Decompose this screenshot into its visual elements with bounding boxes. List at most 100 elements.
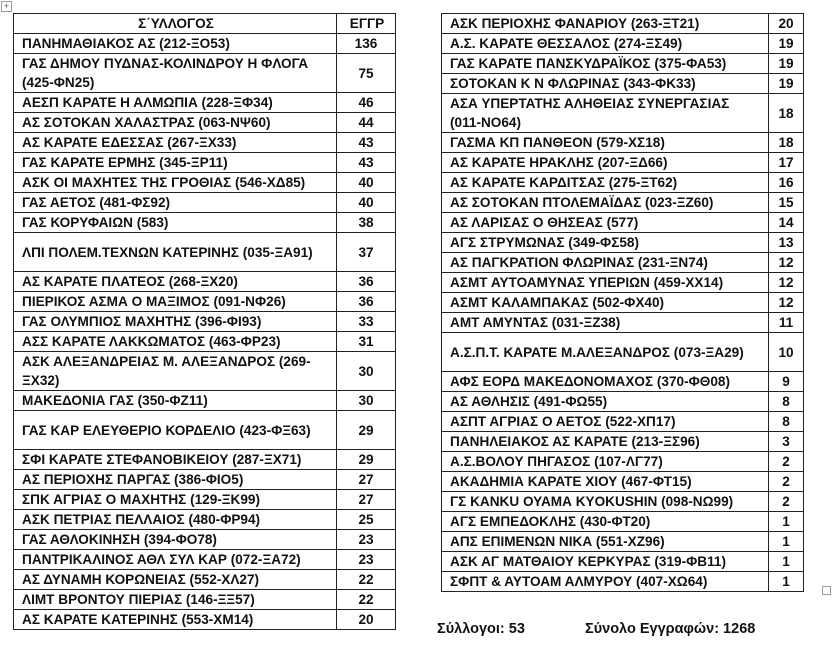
club-name: ΑΣ ΑΘΛΗΣΙΣ (491-ΦΩ55) bbox=[441, 391, 769, 412]
club-name: ΓΑΣ ΚΑΡ ΕΛΕΥΘΕΡΙΟ ΚΟΡΔΕΛΙΟ (423-ΦΞ63) bbox=[13, 410, 337, 450]
registration-count: 33 bbox=[336, 311, 396, 332]
club-name: ΑΣΣ ΚΑΡΑΤΕ ΛΑΚΚΩΜΑΤΟΣ (463-ΦΡ23) bbox=[13, 331, 337, 352]
registration-count: 1 bbox=[768, 531, 804, 552]
table-row: ΑΣ ΑΘΛΗΣΙΣ (491-ΦΩ55) 8 bbox=[441, 391, 804, 412]
table-row: ΑΣ ΚΑΡΑΤΕ ΚΑΤΕΡΙΝΗΣ (553-ΧΜ14) 20 bbox=[13, 609, 396, 630]
registration-count: 44 bbox=[336, 112, 396, 133]
table-row: ΑΣΜΤ ΚΑΛΑΜΠΑΚΑΣ (502-ΦΧ40) 12 bbox=[441, 292, 804, 313]
table-row: ΑΣ ΣΟΤΟΚΑΝ ΧΑΛΑΣΤΡΑΣ (063-ΝΨ60) 44 bbox=[13, 112, 396, 133]
registration-count: 75 bbox=[336, 53, 396, 93]
registration-count: 10 bbox=[768, 332, 804, 372]
club-name: ΑΜΤ ΑΜΥΝΤΑΣ (031-ΞΖ38) bbox=[441, 312, 769, 333]
club-name: ΣΦΙ ΚΑΡΑΤΕ ΣΤΕΦΑΝΟΒΙΚΕΙΟΥ (287-ΞΧ71) bbox=[13, 449, 337, 470]
registration-count: 30 bbox=[336, 390, 396, 411]
table-row: ΑΠΣ ΕΠΙΜΕΝΩΝ ΝΙΚΑ (551-ΧΖ96) 1 bbox=[441, 531, 804, 552]
table-row: ΣΠΚ ΑΓΡΙΑΣ Ο ΜΑΧΗΤΗΣ (129-ΞΚ99) 27 bbox=[13, 489, 396, 510]
club-name: ΑΣΜΤ ΚΑΛΑΜΠΑΚΑΣ (502-ΦΧ40) bbox=[441, 292, 769, 313]
registration-count: 13 bbox=[768, 232, 804, 253]
club-name: ΑΣ ΔΥΝΑΜΗ ΚΟΡΩΝΕΙΑΣ (552-ΧΛ27) bbox=[13, 569, 337, 590]
registration-count: 12 bbox=[768, 272, 804, 293]
table-row: Α.Σ. ΚΑΡΑΤΕ ΘΕΣΣΑΛΟΣ (274-ΞΣ49) 19 bbox=[441, 33, 804, 54]
table-row: ΠΙΕΡΙΚΟΣ ΑΣΜΑ Ο ΜΑΞΙΜΟΣ (091-ΝΦ26) 36 bbox=[13, 291, 396, 312]
table-row: ΓΣ KANKU ΟΥΑΜΑ KYOKUSHIN (098-ΝΩ99) 2 bbox=[441, 491, 804, 512]
table-row: ΑΕΣΠ ΚΑΡΑΤΕ Η ΑΛΜΩΠΙΑ (228-ΞΦ34) 46 bbox=[13, 92, 396, 113]
club-name: ΠΑΝΤΡΙΚΑΛΙΝΟΣ ΑΘΛ ΣΥΛ ΚΑΡ (072-ΞΑ72) bbox=[13, 549, 337, 570]
table-row: ΑΣΠΤ ΑΓΡΙΑΣ Ο ΑΕΤΟΣ (522-ΧΠ17) 8 bbox=[441, 411, 804, 432]
registration-count: 12 bbox=[768, 292, 804, 313]
registration-count: 12 bbox=[768, 252, 804, 273]
table-row: ΑΣΚ ΟΙ ΜΑΧΗΤΕΣ ΤΗΣ ΓΡΟΘΙΑΣ (546-ΧΔ85) 40 bbox=[13, 172, 396, 193]
registration-count: 2 bbox=[768, 451, 804, 472]
table-row: ΠΑΝΗΛΕΙΑΚΟΣ ΑΣ ΚΑΡΑΤΕ (213-ΞΣ96) 3 bbox=[441, 431, 804, 452]
table-row: ΑΣΚ ΠΕΡΙΟΧΗΣ ΦΑΝΑΡΙΟΥ (263-ΞΤ21) 20 bbox=[441, 13, 804, 34]
table-row: ΓΑΣ ΟΛΥΜΠΙΟΣ ΜΑΧΗΤΗΣ (396-ΦΙ93) 33 bbox=[13, 311, 396, 332]
club-name: ΣΟΤΟΚΑΝ Κ Ν ΦΛΩΡΙΝΑΣ (343-ΦΚ33) bbox=[441, 73, 769, 94]
table-row: ΣΦΠΤ & ΑΥΤΟΑΜ ΑΛΜΥΡΟΥ (407-ΧΩ64) 1 bbox=[441, 571, 804, 592]
registration-count: 8 bbox=[768, 411, 804, 432]
table-row: ΑΣΚ ΑΓ ΜΑΤΘΑΙΟΥ ΚΕΡΚΥΡΑΣ (319-ΦΒ11) 1 bbox=[441, 551, 804, 572]
club-name: ΑΣ ΚΑΡΑΤΕ ΚΑΡΔΙΤΣΑΣ (275-ΞΤ62) bbox=[441, 172, 769, 193]
club-name: ΓΑΣ ΚΟΡΥΦΑΙΩΝ (583) bbox=[13, 212, 337, 233]
club-name: ΑΣΠΤ ΑΓΡΙΑΣ Ο ΑΕΤΟΣ (522-ΧΠ17) bbox=[441, 411, 769, 432]
registration-count: 43 bbox=[336, 152, 396, 173]
registration-count: 3 bbox=[768, 431, 804, 452]
registration-count: 23 bbox=[336, 549, 396, 570]
registration-count: 36 bbox=[336, 291, 396, 312]
clubs-table-left: Σ΄ΥΛΛΟΓΟΣ ΕΓΓΡ ΠΑΝΗΜΑΘΙΑΚΟΣ ΑΣ (212-ΞΟ53… bbox=[13, 13, 396, 630]
club-name: ΠΑΝΗΜΑΘΙΑΚΟΣ ΑΣ (212-ΞΟ53) bbox=[13, 33, 337, 54]
registration-count: 18 bbox=[768, 93, 804, 133]
club-name: ΣΦΠΤ & ΑΥΤΟΑΜ ΑΛΜΥΡΟΥ (407-ΧΩ64) bbox=[441, 571, 769, 592]
club-name: ΓΣ KANKU ΟΥΑΜΑ KYOKUSHIN (098-ΝΩ99) bbox=[441, 491, 769, 512]
registration-count: 30 bbox=[336, 351, 396, 391]
table-row: ΓΑΣ ΚΟΡΥΦΑΙΩΝ (583) 38 bbox=[13, 212, 396, 233]
table-row: ΑΣΜΤ ΑΥΤΟΑΜΥΝΑΣ ΥΠΕΡΙΩΝ (459-ΧΧ14) 12 bbox=[441, 272, 804, 293]
club-name: ΠΑΝΗΛΕΙΑΚΟΣ ΑΣ ΚΑΡΑΤΕ (213-ΞΣ96) bbox=[441, 431, 769, 452]
table-row: ΛΙΜΤ ΒΡΟΝΤΟΥ ΠΙΕΡΙΑΣ (146-ΞΞ57) 22 bbox=[13, 589, 396, 610]
total-registrations: Σύνολο Εγγραφών: 1268 bbox=[585, 621, 756, 637]
table-row: ΑΣ ΚΑΡΑΤΕ ΚΑΡΔΙΤΣΑΣ (275-ΞΤ62) 16 bbox=[441, 172, 804, 193]
table-row: Α.Σ.ΒΟΛΟΥ ΠΗΓΑΣΟΣ (107-ΛΓ77) 2 bbox=[441, 451, 804, 472]
table-row: ΑΣ ΠΕΡΙΟΧΗΣ ΠΑΡΓΑΣ (386-ΦΙΟ5) 27 bbox=[13, 469, 396, 490]
registration-count: 16 bbox=[768, 172, 804, 193]
table-resize-handle-icon[interactable] bbox=[822, 586, 831, 595]
table-row: ΑΣΚ ΠΕΤΡΙΑΣ ΠΕΛΛΑΙΟΣ (480-ΦΡ94) 25 bbox=[13, 509, 396, 530]
club-name: ΑΠΣ ΕΠΙΜΕΝΩΝ ΝΙΚΑ (551-ΧΖ96) bbox=[441, 531, 769, 552]
club-name: ΓΑΣ ΟΛΥΜΠΙΟΣ ΜΑΧΗΤΗΣ (396-ΦΙ93) bbox=[13, 311, 337, 332]
club-name: ΑΣΚ ΑΛΕΞΑΝΔΡΕΙΑΣ Μ. ΑΛΕΞΑΝΔΡΟΣ (269-ΞΧ32… bbox=[13, 351, 337, 391]
club-name: ΑΣ ΚΑΡΑΤΕ ΗΡΑΚΛΗΣ (207-ΞΔ66) bbox=[441, 152, 769, 173]
table-move-handle-icon[interactable]: + bbox=[1, 1, 12, 12]
table-row: ΣΟΤΟΚΑΝ Κ Ν ΦΛΩΡΙΝΑΣ (343-ΦΚ33) 19 bbox=[441, 73, 804, 94]
registration-count: 17 bbox=[768, 152, 804, 173]
registration-count: 20 bbox=[768, 13, 804, 34]
club-name: ΑΣ ΛΑΡΙΣΑΣ Ο ΘΗΣΕΑΣ (577) bbox=[441, 212, 769, 233]
table-row: ΓΑΣ ΑΘΛΟΚΙΝΗΣΗ (394-ΦΟ78) 23 bbox=[13, 529, 396, 550]
club-name: ΑΣ ΚΑΡΑΤΕ ΚΑΤΕΡΙΝΗΣ (553-ΧΜ14) bbox=[13, 609, 337, 630]
registration-count: 19 bbox=[768, 73, 804, 94]
club-name: Α.Σ.Π.Τ. ΚΑΡΑΤΕ Μ.ΑΛΕΞΑΝΔΡΟΣ (073-ΞΑ29) bbox=[441, 332, 769, 372]
club-name: ΑΓΣ ΣΤΡΥΜΩΝΑΣ (349-ΦΣ58) bbox=[441, 232, 769, 253]
club-name: ΓΑΣ ΚΑΡΑΤΕ ΕΡΜΗΣ (345-ΞΡ11) bbox=[13, 152, 337, 173]
club-name: ΓΑΣ ΑΕΤΟΣ (481-ΦΣ92) bbox=[13, 192, 337, 213]
registration-count: 25 bbox=[336, 509, 396, 530]
table-row: ΠΑΝΤΡΙΚΑΛΙΝΟΣ ΑΘΛ ΣΥΛ ΚΑΡ (072-ΞΑ72) 23 bbox=[13, 549, 396, 570]
registration-count: 37 bbox=[336, 232, 396, 272]
table-row: ΓΑΣ ΑΕΤΟΣ (481-ΦΣ92) 40 bbox=[13, 192, 396, 213]
table-row: ΑΣ ΛΑΡΙΣΑΣ Ο ΘΗΣΕΑΣ (577) 14 bbox=[441, 212, 804, 233]
table-row: ΑΜΤ ΑΜΥΝΤΑΣ (031-ΞΖ38) 11 bbox=[441, 312, 804, 333]
registration-count: 40 bbox=[336, 192, 396, 213]
registration-count: 2 bbox=[768, 471, 804, 492]
club-name: ΑΓΣ ΕΜΠΕΔΟΚΛΗΣ (430-ΦΤ20) bbox=[441, 511, 769, 532]
registration-count: 38 bbox=[336, 212, 396, 233]
table-row: ΑΣΑ ΥΠΕΡΤΑΤΗΣ ΑΛΗΘΕΙΑΣ ΣΥΝΕΡΓΑΣΙΑΣ (011-… bbox=[441, 93, 804, 133]
registration-count: 29 bbox=[336, 410, 396, 450]
registration-count: 19 bbox=[768, 33, 804, 54]
table-row: ΛΠΙ ΠΟΛΕΜ.ΤΕΧΝΩΝ ΚΑΤΕΡΙΝΗΣ (035-ΞΑ91) 37 bbox=[13, 232, 396, 272]
registration-count: 40 bbox=[336, 172, 396, 193]
table-row: ΑΓΣ ΕΜΠΕΔΟΚΛΗΣ (430-ΦΤ20) 1 bbox=[441, 511, 804, 532]
table-row: ΑΣ ΔΥΝΑΜΗ ΚΟΡΩΝΕΙΑΣ (552-ΧΛ27) 22 bbox=[13, 569, 396, 590]
table-row: ΓΑΣ ΚΑΡΑΤΕ ΠΑΝΣΚΥΔΡΑΪΚΟΣ (375-ΦΑ53) 19 bbox=[441, 53, 804, 74]
table-row: ΑΣΣ ΚΑΡΑΤΕ ΛΑΚΚΩΜΑΤΟΣ (463-ΦΡ23) 31 bbox=[13, 331, 396, 352]
club-name: ΜΑΚΕΔΟΝΙΑ ΓΑΣ (350-ΦΖ11) bbox=[13, 390, 337, 411]
table-row: ΑΚΑΔΗΜΙΑ ΚΑΡΑΤΕ ΧΙΟΥ (467-ΦΤ15) 2 bbox=[441, 471, 804, 492]
club-name: ΑΣΑ ΥΠΕΡΤΑΤΗΣ ΑΛΗΘΕΙΑΣ ΣΥΝΕΡΓΑΣΙΑΣ (011-… bbox=[441, 93, 769, 133]
